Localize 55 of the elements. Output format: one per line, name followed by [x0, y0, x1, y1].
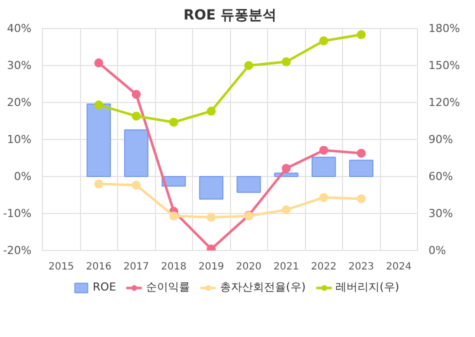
- bar: [86, 103, 111, 177]
- bar: [199, 176, 224, 200]
- y2-tick-label: 120%: [428, 96, 460, 109]
- x-tick-label: 2024: [386, 262, 412, 272]
- x-tick-label: 2018: [161, 262, 186, 272]
- y2-tick-label: 0%: [428, 244, 446, 257]
- point: [206, 212, 216, 222]
- x-tick-label: 2017: [124, 262, 149, 272]
- x-tick-label: 2019: [198, 262, 224, 272]
- y2-tick-label: 30%: [428, 207, 453, 220]
- x-tick-label: 2022: [311, 262, 336, 272]
- y2-tick-label: 90%: [428, 133, 453, 146]
- point: [282, 57, 291, 66]
- y2-tick-label: 150%: [428, 59, 460, 72]
- y-tick-label: 0%: [14, 170, 32, 183]
- point: [94, 100, 104, 110]
- legend-label: ROE: [92, 280, 116, 294]
- point: [94, 179, 104, 188]
- point: [132, 112, 141, 121]
- x-tick-label: 2023: [348, 262, 374, 272]
- x-tick-label: 2020: [236, 262, 262, 272]
- y-tick-label: 10%: [7, 133, 32, 146]
- point: [356, 30, 366, 40]
- point: [356, 194, 366, 204]
- legend-label: 총자산회전율(우): [220, 280, 306, 294]
- bar: [124, 129, 148, 177]
- point: [282, 164, 291, 173]
- chart-title: ROE 듀퐁분석: [183, 8, 277, 24]
- point: [356, 148, 366, 158]
- y-tick-label: -20%: [3, 244, 32, 257]
- point: [206, 106, 216, 116]
- y-tick-label: 40%: [7, 22, 32, 35]
- point: [169, 211, 178, 220]
- y-tick-label: 30%: [7, 59, 32, 72]
- point: [94, 58, 104, 68]
- legend-label: 순이익률: [146, 280, 190, 294]
- bar: [349, 160, 374, 177]
- y-tick-label: 20%: [7, 96, 32, 109]
- x-tick-label: 2021: [274, 262, 299, 272]
- x-tick-label: 2015: [48, 262, 74, 272]
- point: [244, 61, 254, 70]
- y-tick-label: -10%: [3, 207, 32, 220]
- point: [282, 205, 291, 214]
- point: [319, 146, 328, 155]
- point: [169, 118, 178, 127]
- point: [319, 36, 328, 46]
- bar: [236, 176, 261, 193]
- y2-tick-label: 180%: [428, 22, 460, 35]
- point: [132, 90, 141, 99]
- point: [319, 192, 328, 202]
- bar: [312, 156, 336, 177]
- point: [132, 180, 141, 190]
- x-tick-label: 2016: [86, 262, 112, 272]
- y2-tick-label: 60%: [428, 170, 453, 183]
- legend-label: 레버리지(우): [336, 280, 400, 294]
